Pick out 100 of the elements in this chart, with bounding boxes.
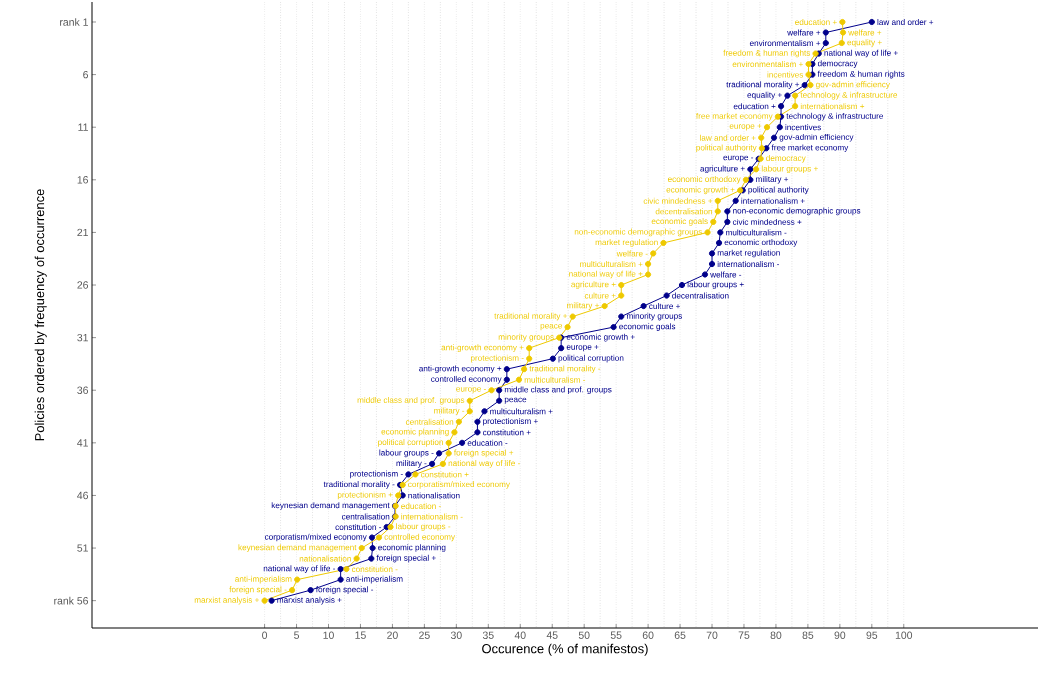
data-label: non-economic demographic groups (574, 228, 703, 237)
x-tick-label: 100 (895, 631, 913, 639)
x-tick-label: 55 (610, 631, 622, 639)
x-tick-label: 75 (738, 631, 750, 639)
data-label: political corruption (378, 439, 443, 447)
y-tick-label: 36 (77, 386, 89, 394)
x-tick-label: 95 (866, 631, 878, 639)
data-label: labour groups - (379, 449, 434, 458)
x-tick-label: 80 (770, 631, 782, 639)
x-tick-label: 15 (355, 631, 366, 639)
data-label: keynesian demand management (271, 502, 390, 510)
x-tick-label: 85 (802, 631, 814, 639)
data-label: culture + (584, 292, 616, 299)
data-label: welfare - (616, 250, 648, 257)
data-label: agriculture + (571, 281, 616, 289)
y-tick-label: rank 56 (54, 596, 89, 605)
data-label: europe - (456, 387, 486, 394)
x-axis-title: Occurence (% of manifestos) (482, 643, 648, 656)
y-tick-label: rank 1 (60, 18, 88, 26)
data-label: military + (567, 302, 600, 310)
data-label: controlled economy (384, 533, 455, 542)
data-label: technology & infrastructure (800, 91, 898, 100)
data-label: freedom & human rights (723, 49, 811, 58)
x-tick-label: 20 (387, 631, 398, 639)
data-label: labour groups - (396, 523, 451, 531)
data-label: civic mindedness + (732, 218, 802, 225)
y-tick-label: 41 (77, 439, 88, 447)
data-label: nationalisation (408, 492, 460, 499)
data-label: multiculturalism - (726, 229, 787, 236)
data-label: foreign special - (229, 586, 287, 594)
data-label: europe - (723, 155, 754, 162)
data-label: multiculturalism + (490, 408, 553, 415)
data-label: protectionism - (350, 470, 403, 479)
data-label: controlled economy (431, 375, 502, 384)
data-label: military - (396, 460, 427, 468)
data-label: foreign special - (315, 586, 374, 594)
data-label: internationalism - (717, 260, 780, 267)
data-label: political authority (748, 186, 809, 195)
data-label: environmentalism + (749, 40, 821, 47)
data-label: law and order + (700, 134, 756, 141)
y-tick-label: 51 (77, 544, 88, 552)
data-label: economic orthodoxy (667, 176, 741, 184)
data-label: market regulation (717, 249, 780, 258)
y-tick-label: 16 (77, 176, 89, 184)
y-tick-label: 46 (77, 491, 89, 500)
data-label: middle class and prof. groups (504, 386, 612, 395)
data-label: economic orthodoxy (724, 239, 798, 247)
x-tick-label: 50 (578, 631, 590, 639)
data-label: constitution - (351, 566, 398, 573)
data-label: internationalism + (800, 103, 865, 110)
data-label: political authority (696, 144, 757, 153)
data-label: europe + (566, 344, 599, 352)
data-label: environmentalism + (732, 61, 803, 68)
data-label: marxist analysis + (194, 596, 259, 605)
data-label: freedom & human rights (817, 70, 905, 79)
x-tick-label: 35 (482, 631, 494, 639)
data-label: minority groups (498, 333, 554, 342)
data-label: education + (795, 18, 837, 25)
data-label: constitution + (420, 471, 469, 478)
data-label: traditional morality - (529, 365, 601, 373)
data-label: constitution + (482, 429, 531, 436)
x-tick-label: 25 (419, 631, 430, 639)
x-tick-label: 5 (294, 631, 300, 639)
x-tick-label: 0 (262, 631, 268, 639)
data-label: anti-growth economy + (419, 365, 502, 373)
data-label: protectionism + (337, 491, 393, 500)
data-label: keynesian demand management (238, 544, 357, 552)
data-label: economic growth + (666, 186, 735, 195)
y-tick-label: 26 (77, 281, 89, 289)
data-label: national way of life - (448, 460, 520, 468)
data-label: economic growth + (566, 333, 635, 342)
data-label: equality + (747, 91, 782, 100)
x-tick-label: 90 (834, 631, 846, 639)
y-tick-label: 21 (77, 228, 88, 237)
data-label: multiculturalism + (580, 260, 643, 267)
data-label: protectionism - (470, 354, 524, 363)
data-label: decentralisation (655, 208, 713, 215)
data-label: labour groups + (687, 281, 744, 289)
y-axis-title: Policies ordered by frequency of occurrence (34, 189, 47, 441)
data-label: non-economic demographic groups (733, 207, 861, 216)
data-label: education - (401, 502, 441, 509)
data-label: welfare + (848, 29, 882, 36)
y-tick-label: 31 (77, 333, 88, 342)
data-label: peace (504, 397, 527, 404)
data-label: labour groups + (761, 165, 818, 174)
data-label: gov-admin efficiency (816, 81, 890, 89)
x-tick-label: 70 (706, 631, 718, 639)
x-tick-label: 10 (323, 631, 334, 639)
x-tick-label: 60 (642, 631, 654, 639)
data-label: democracy (817, 60, 858, 68)
data-label: foreign special + (453, 449, 514, 458)
data-label: economic planning (381, 428, 449, 437)
data-label: europe + (729, 123, 762, 131)
x-tick-label: 40 (514, 631, 526, 639)
data-label: decentralisation (672, 292, 729, 299)
data-label: traditional morality + (726, 81, 800, 89)
data-label: technology & infrastructure (786, 112, 884, 121)
x-tick-label: 30 (450, 631, 462, 639)
data-label: centralisation (405, 418, 454, 425)
y-tick-label: 6 (83, 70, 89, 79)
